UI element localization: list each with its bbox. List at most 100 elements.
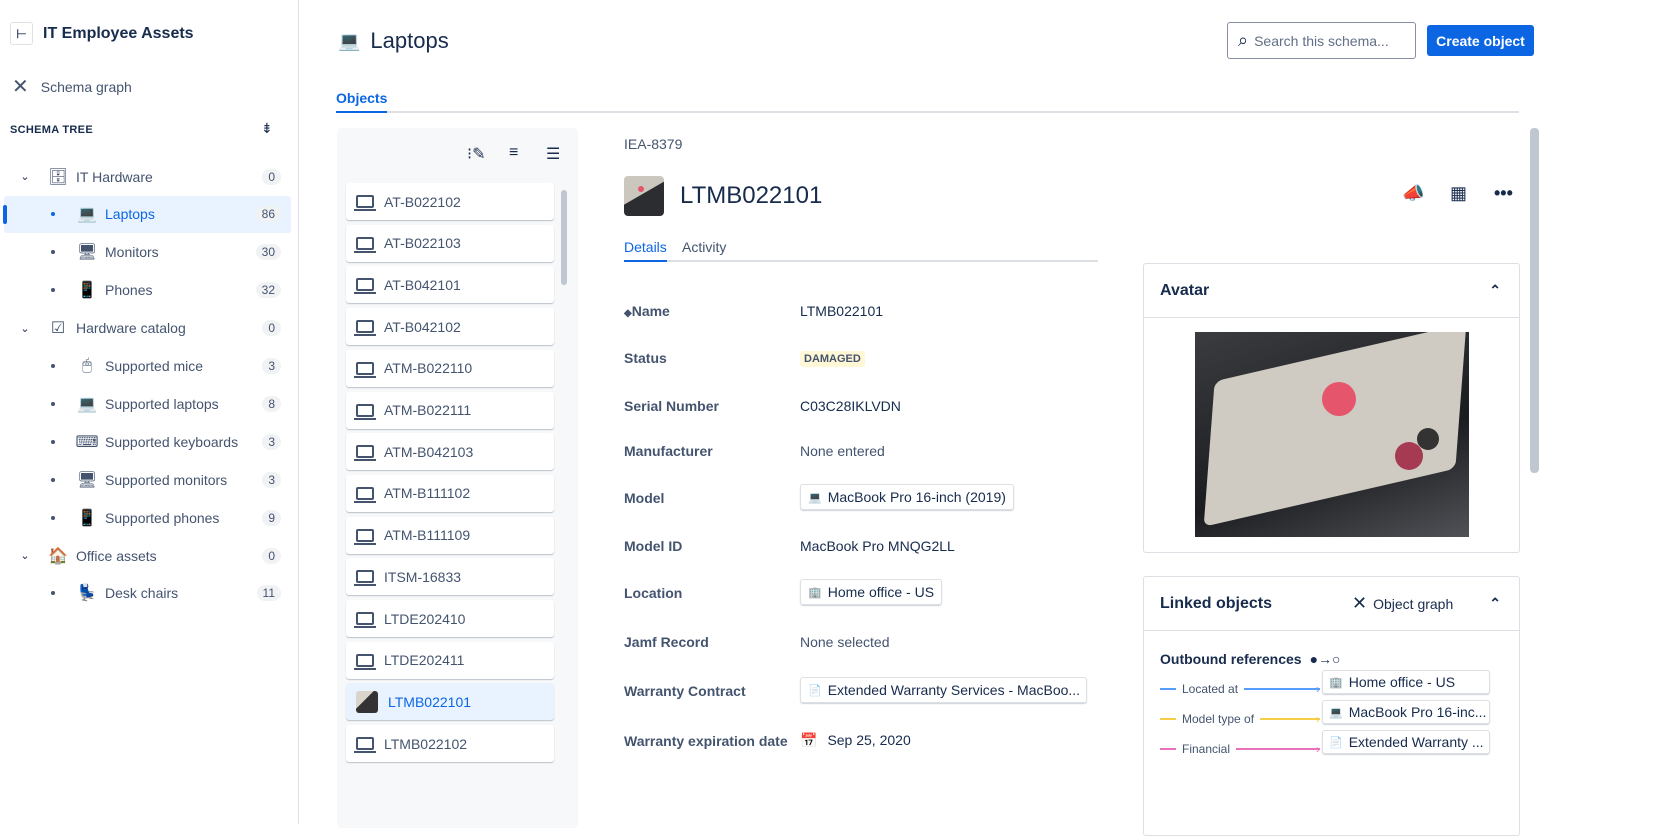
chevron-up-icon[interactable]: ⌃	[1489, 282, 1501, 298]
sidebar-item-desk-chairs[interactable]: 💺 Desk chairs 11	[4, 575, 291, 612]
object-type-icon: 🏢	[808, 586, 822, 599]
attribute-label: ◆Name	[624, 303, 670, 319]
sidebar-item-supported-monitors[interactable]: 🖥 Supported monitors 3	[4, 461, 291, 498]
status-badge: DAMAGED	[800, 351, 865, 367]
schema-graph-link[interactable]: ✕ Schema graph	[12, 74, 132, 99]
list-item-label: LTDE202410	[384, 610, 466, 627]
chip-label: Home office - US	[827, 584, 935, 600]
object-thumbnail	[356, 690, 378, 713]
create-object-button[interactable]: Create object	[1427, 25, 1534, 56]
chevron-up-icon[interactable]: ⌃	[1489, 595, 1501, 611]
monitor-icon: 🖥	[76, 244, 98, 262]
schema-tree-heading: SCHEMA TREE	[10, 124, 93, 136]
reference-chip[interactable]: 💻 MacBook Pro 16-inch (2019)	[800, 484, 1014, 510]
chevron-down-icon[interactable]: ⌄	[20, 322, 30, 335]
list-item[interactable]: LTDE202410	[346, 600, 554, 637]
laptop-icon	[354, 278, 376, 295]
attribute-label: Model	[624, 490, 664, 506]
list-item-label: AT-B022103	[384, 235, 461, 252]
calendar-icon: 📅	[800, 732, 818, 748]
tree-item-label: Laptops	[105, 206, 155, 223]
attribute-value: None entered	[800, 443, 885, 459]
linked-objects-title: Linked objects	[1160, 594, 1273, 612]
filter-icon[interactable]: ≡	[509, 144, 519, 161]
laptop-icon	[354, 486, 376, 503]
list-item[interactable]: AT-B042102	[346, 308, 554, 346]
reference-chip[interactable]: 📄 Extended Warranty ...	[1322, 730, 1490, 754]
list-item[interactable]: LTMB022101	[346, 683, 554, 721]
search-placeholder: Search this schema...	[1254, 32, 1389, 49]
sidebar-item-supported-phones[interactable]: 📱 Supported phones 9	[4, 499, 291, 536]
tab-objects[interactable]: Objects	[336, 90, 388, 113]
attribute-value[interactable]: 🏢 Home office - US	[800, 579, 943, 605]
reference-chip[interactable]: 📄 Extended Warranty Services - MacBoo...	[800, 677, 1087, 703]
qr-code-icon[interactable]: ▦	[1450, 183, 1468, 203]
bullet	[51, 212, 55, 217]
tab-activity[interactable]: Activity	[682, 239, 727, 255]
attribute-value: MacBook Pro MNQG2LL	[800, 538, 955, 554]
page-scrollbar[interactable]	[1530, 128, 1539, 473]
date-value: Sep 25, 2020	[827, 732, 911, 748]
tree-item-count: 0	[262, 168, 281, 185]
object-graph-label: Object graph	[1373, 595, 1454, 612]
object-graph-button[interactable]: ✕ Object graph	[1352, 593, 1453, 614]
collapse-tree-icon[interactable]: ⇟	[261, 120, 273, 136]
monitor-icon: 🖥	[76, 471, 98, 489]
attribute-value[interactable]: 📄 Extended Warranty Services - MacBoo...	[800, 677, 1087, 703]
laptop-icon: 💻	[77, 395, 97, 413]
reference-chip[interactable]: 🏢 Home office - US	[1322, 670, 1490, 694]
chevron-down-icon[interactable]: ⌄	[20, 550, 30, 562]
outbound-reference: Financial›📄Extended Warranty ...	[1160, 730, 1490, 756]
chevron-down-icon[interactable]: ⌄	[20, 171, 30, 183]
bullet	[51, 439, 55, 444]
sidebar-item-supported-mice[interactable]: 🖱 Supported mice 3	[4, 348, 291, 385]
reference-label: Model type of	[1182, 712, 1255, 726]
object-type-icon: 🏢	[1329, 676, 1343, 689]
list-item[interactable]: ATM-B022111	[346, 391, 554, 429]
list-item[interactable]: AT-B022103	[346, 224, 554, 262]
object-type-icon: 📄	[1329, 736, 1343, 749]
attribute-label-text: Manufacturer	[624, 443, 713, 459]
tab-details[interactable]: Details	[624, 239, 667, 262]
sidebar-item-phones[interactable]: 📱 Phones 32	[4, 272, 291, 309]
house-icon: 🏠	[48, 547, 68, 565]
tree-item-label: Supported keyboards	[105, 433, 239, 450]
keyboard-icon: ⌨	[75, 433, 99, 451]
list-view-icon[interactable]: ☰	[546, 146, 561, 163]
search-input[interactable]: ⌕ Search this schema...	[1227, 22, 1416, 59]
sidebar-item-it-hardware[interactable]: ⌄ 🗄 IT Hardware 0	[4, 158, 291, 195]
feedback-icon[interactable]: 📣	[1402, 183, 1425, 203]
attribute-label: Warranty Contract	[624, 683, 746, 699]
sidebar-item-office-assets[interactable]: ⌄ 🏠 Office assets 0	[4, 537, 291, 574]
bullet	[51, 250, 55, 255]
laptop-icon	[354, 653, 376, 670]
list-item-label: AT-B042102	[384, 318, 461, 335]
object-type-icon: 💻	[808, 491, 822, 504]
list-scrollbar[interactable]	[561, 190, 567, 285]
attribute-label-text: Model ID	[624, 538, 683, 554]
reference-chip[interactable]: 🏢 Home office - US	[800, 579, 943, 605]
list-item[interactable]: ATM-B022110	[346, 349, 554, 387]
list-item[interactable]: ATM-B111109	[346, 516, 554, 554]
sidebar-item-supported-laptops[interactable]: 💻 Supported laptops 8	[4, 385, 291, 422]
sidebar-item-hardware-catalog[interactable]: ⌄ ☑ Hardware catalog 0	[4, 310, 291, 347]
more-icon[interactable]: •••	[1494, 183, 1513, 203]
sidebar-item-monitors[interactable]: 🖥 Monitors 30	[4, 234, 291, 271]
object-key: IEA-8379	[624, 136, 683, 152]
sidebar-item-supported-keyboards[interactable]: ⌨ Supported keyboards 3	[4, 423, 291, 460]
list-item[interactable]: AT-B042101	[346, 266, 554, 304]
list-item[interactable]: ITSM-16833	[346, 558, 554, 596]
laptop-icon	[354, 528, 376, 545]
list-item-label: ATM-B111102	[384, 485, 471, 502]
list-item[interactable]: LTMB022102	[346, 725, 554, 763]
edit-columns-icon[interactable]: ⁝✎	[467, 146, 486, 163]
sidebar-item-laptops[interactable]: 💻 Laptops 86	[3, 195, 291, 233]
attribute-value[interactable]: 💻 MacBook Pro 16-inch (2019)	[800, 484, 1014, 510]
attribute-label: Model ID	[624, 538, 682, 554]
reference-chip[interactable]: 💻 MacBook Pro 16-inc...	[1322, 700, 1490, 724]
list-item[interactable]: ATM-B111102	[346, 474, 554, 512]
attribute-label-text: Warranty Contract	[624, 683, 746, 699]
list-item[interactable]: LTDE202411	[346, 641, 554, 679]
list-item[interactable]: AT-B022102	[346, 183, 554, 220]
list-item[interactable]: ATM-B042103	[346, 433, 554, 471]
